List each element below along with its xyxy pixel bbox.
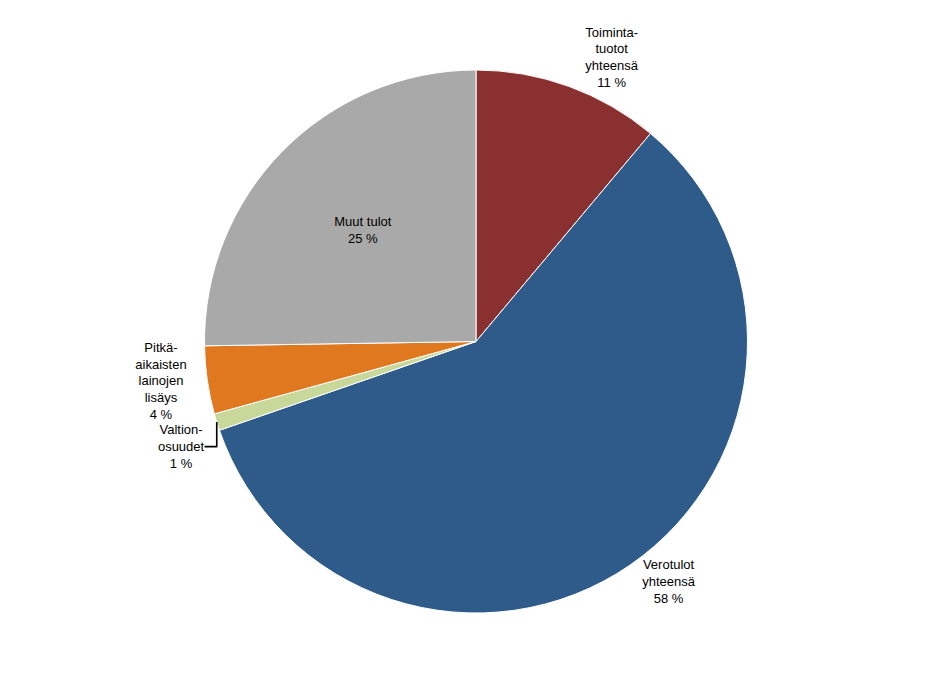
svg-text:Verotulotyhteensä58 %: Verotulotyhteensä58 %: [642, 557, 696, 606]
svg-text:Pitkä-aikaistenlainojenlisäys4: Pitkä-aikaistenlainojenlisäys4 %: [135, 340, 186, 423]
svg-text:Valtion-osuudet1 %: Valtion-osuudet1 %: [158, 422, 205, 471]
svg-text:Toiminta-tuototyhteensä11 %: Toiminta-tuototyhteensä11 %: [585, 25, 639, 91]
svg-text:Muut tulot25 %: Muut tulot25 %: [334, 214, 391, 246]
